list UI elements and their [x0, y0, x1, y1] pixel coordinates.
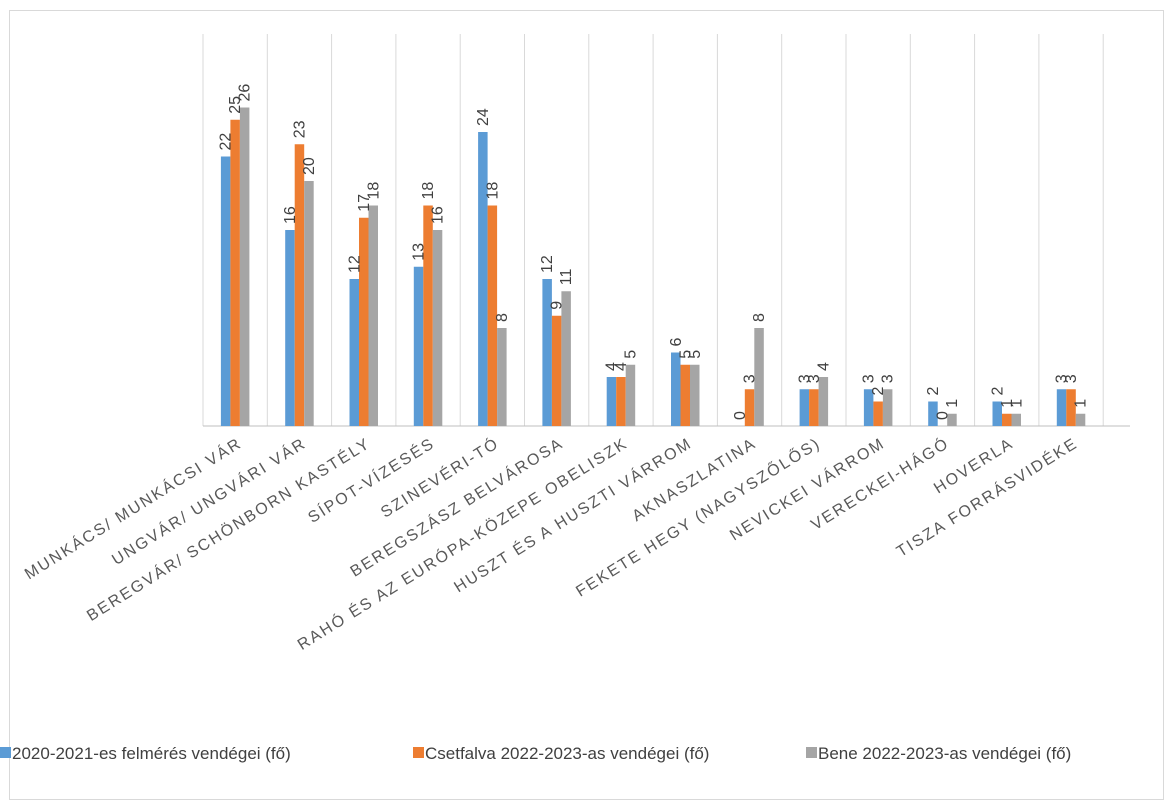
data-label: 3 — [806, 374, 823, 383]
bar — [680, 364, 690, 426]
data-label: 2 — [989, 387, 1006, 396]
data-label: 1 — [999, 399, 1016, 408]
bar — [413, 266, 424, 426]
bar — [882, 389, 893, 426]
x-tick-label: BEREGVÁR/ SCHÖNBORN KASTÉLY — [83, 433, 374, 625]
bar — [349, 279, 359, 426]
bar — [671, 352, 681, 426]
bar — [616, 377, 626, 426]
data-label: 2 — [870, 387, 887, 396]
data-label: 17 — [356, 194, 373, 212]
legend-swatch-2020-2021 — [0, 747, 11, 758]
data-label: 1 — [944, 399, 961, 408]
bar — [928, 401, 938, 426]
legend-swatch-bene — [806, 747, 817, 758]
data-label: 12 — [539, 255, 556, 273]
bars — [220, 107, 1086, 426]
data-labels: 2225261623201217181318162418812911445655… — [218, 84, 1090, 420]
data-label: 3 — [880, 374, 897, 383]
data-label: 8 — [494, 313, 511, 322]
bar — [239, 107, 250, 426]
data-label: 8 — [751, 313, 768, 322]
bar — [754, 328, 764, 426]
chart-frame — [9, 10, 1164, 800]
bar — [304, 181, 314, 426]
bar — [1011, 413, 1021, 426]
bar — [423, 205, 433, 426]
gridlines — [202, 34, 1104, 426]
data-label: 5 — [622, 350, 639, 359]
bar — [1066, 389, 1076, 426]
data-label: 5 — [677, 350, 694, 359]
bar — [359, 217, 369, 426]
bar — [606, 377, 617, 426]
data-label: 20 — [301, 157, 318, 175]
legend: 2020-2021-es felmérés vendégei (fő) Cset… — [0, 742, 1165, 766]
data-label: 3 — [742, 374, 759, 383]
bar — [1075, 413, 1086, 426]
data-label: 3 — [796, 374, 813, 383]
data-label: 25 — [227, 96, 244, 114]
data-label: 3 — [861, 374, 878, 383]
data-label: 9 — [549, 301, 566, 310]
bar — [497, 328, 507, 426]
data-label: 12 — [346, 255, 363, 273]
bar — [487, 205, 498, 426]
data-label: 4 — [603, 362, 620, 371]
data-label: 18 — [484, 182, 501, 200]
legend-label-csetfalva: Csetfalva 2022-2023-as vendégei (fő) — [425, 744, 710, 763]
legend-label-2020-2021: 2020-2021-es felmérés vendégei (fő) — [12, 744, 291, 763]
bar — [1002, 413, 1012, 426]
data-label: 13 — [411, 243, 428, 261]
bar — [478, 132, 488, 426]
data-label: 4 — [815, 362, 832, 371]
data-label: 0 — [934, 411, 951, 420]
bar — [947, 413, 957, 426]
bar — [230, 119, 240, 426]
bar — [542, 279, 552, 426]
bar — [863, 389, 874, 426]
bar — [1056, 389, 1067, 426]
bar — [432, 230, 443, 426]
data-label: 0 — [732, 411, 749, 420]
bar — [992, 401, 1002, 426]
data-label: 4 — [613, 362, 630, 371]
legend-swatch-csetfalva — [413, 747, 424, 758]
bar — [809, 389, 819, 426]
bar — [690, 364, 700, 426]
data-label: 16 — [282, 206, 299, 224]
bar — [818, 377, 829, 426]
data-label: 2 — [925, 387, 942, 396]
data-label: 1 — [1073, 399, 1090, 408]
data-label: 24 — [475, 108, 492, 126]
data-label: 22 — [218, 133, 235, 151]
bar — [294, 144, 305, 426]
bar — [873, 401, 883, 426]
data-label: 23 — [291, 120, 308, 138]
data-label: 5 — [687, 350, 704, 359]
data-label: 18 — [420, 182, 437, 200]
bar — [744, 389, 755, 426]
bar — [561, 291, 571, 426]
bar — [220, 156, 231, 426]
bar — [799, 389, 810, 426]
data-label: 16 — [430, 206, 447, 224]
data-label: 26 — [237, 84, 254, 102]
bar — [285, 230, 295, 426]
data-label: 3 — [1054, 374, 1071, 383]
bar — [368, 205, 378, 426]
data-label: 18 — [365, 182, 382, 200]
data-label: 1 — [1008, 399, 1025, 408]
legend-label-bene: Bene 2022-2023-as vendégei (fő) — [818, 744, 1072, 763]
data-label: 3 — [1063, 374, 1080, 383]
data-label: 6 — [668, 338, 685, 347]
bar — [625, 364, 636, 426]
bar — [551, 315, 562, 426]
data-label: 11 — [558, 269, 575, 286]
